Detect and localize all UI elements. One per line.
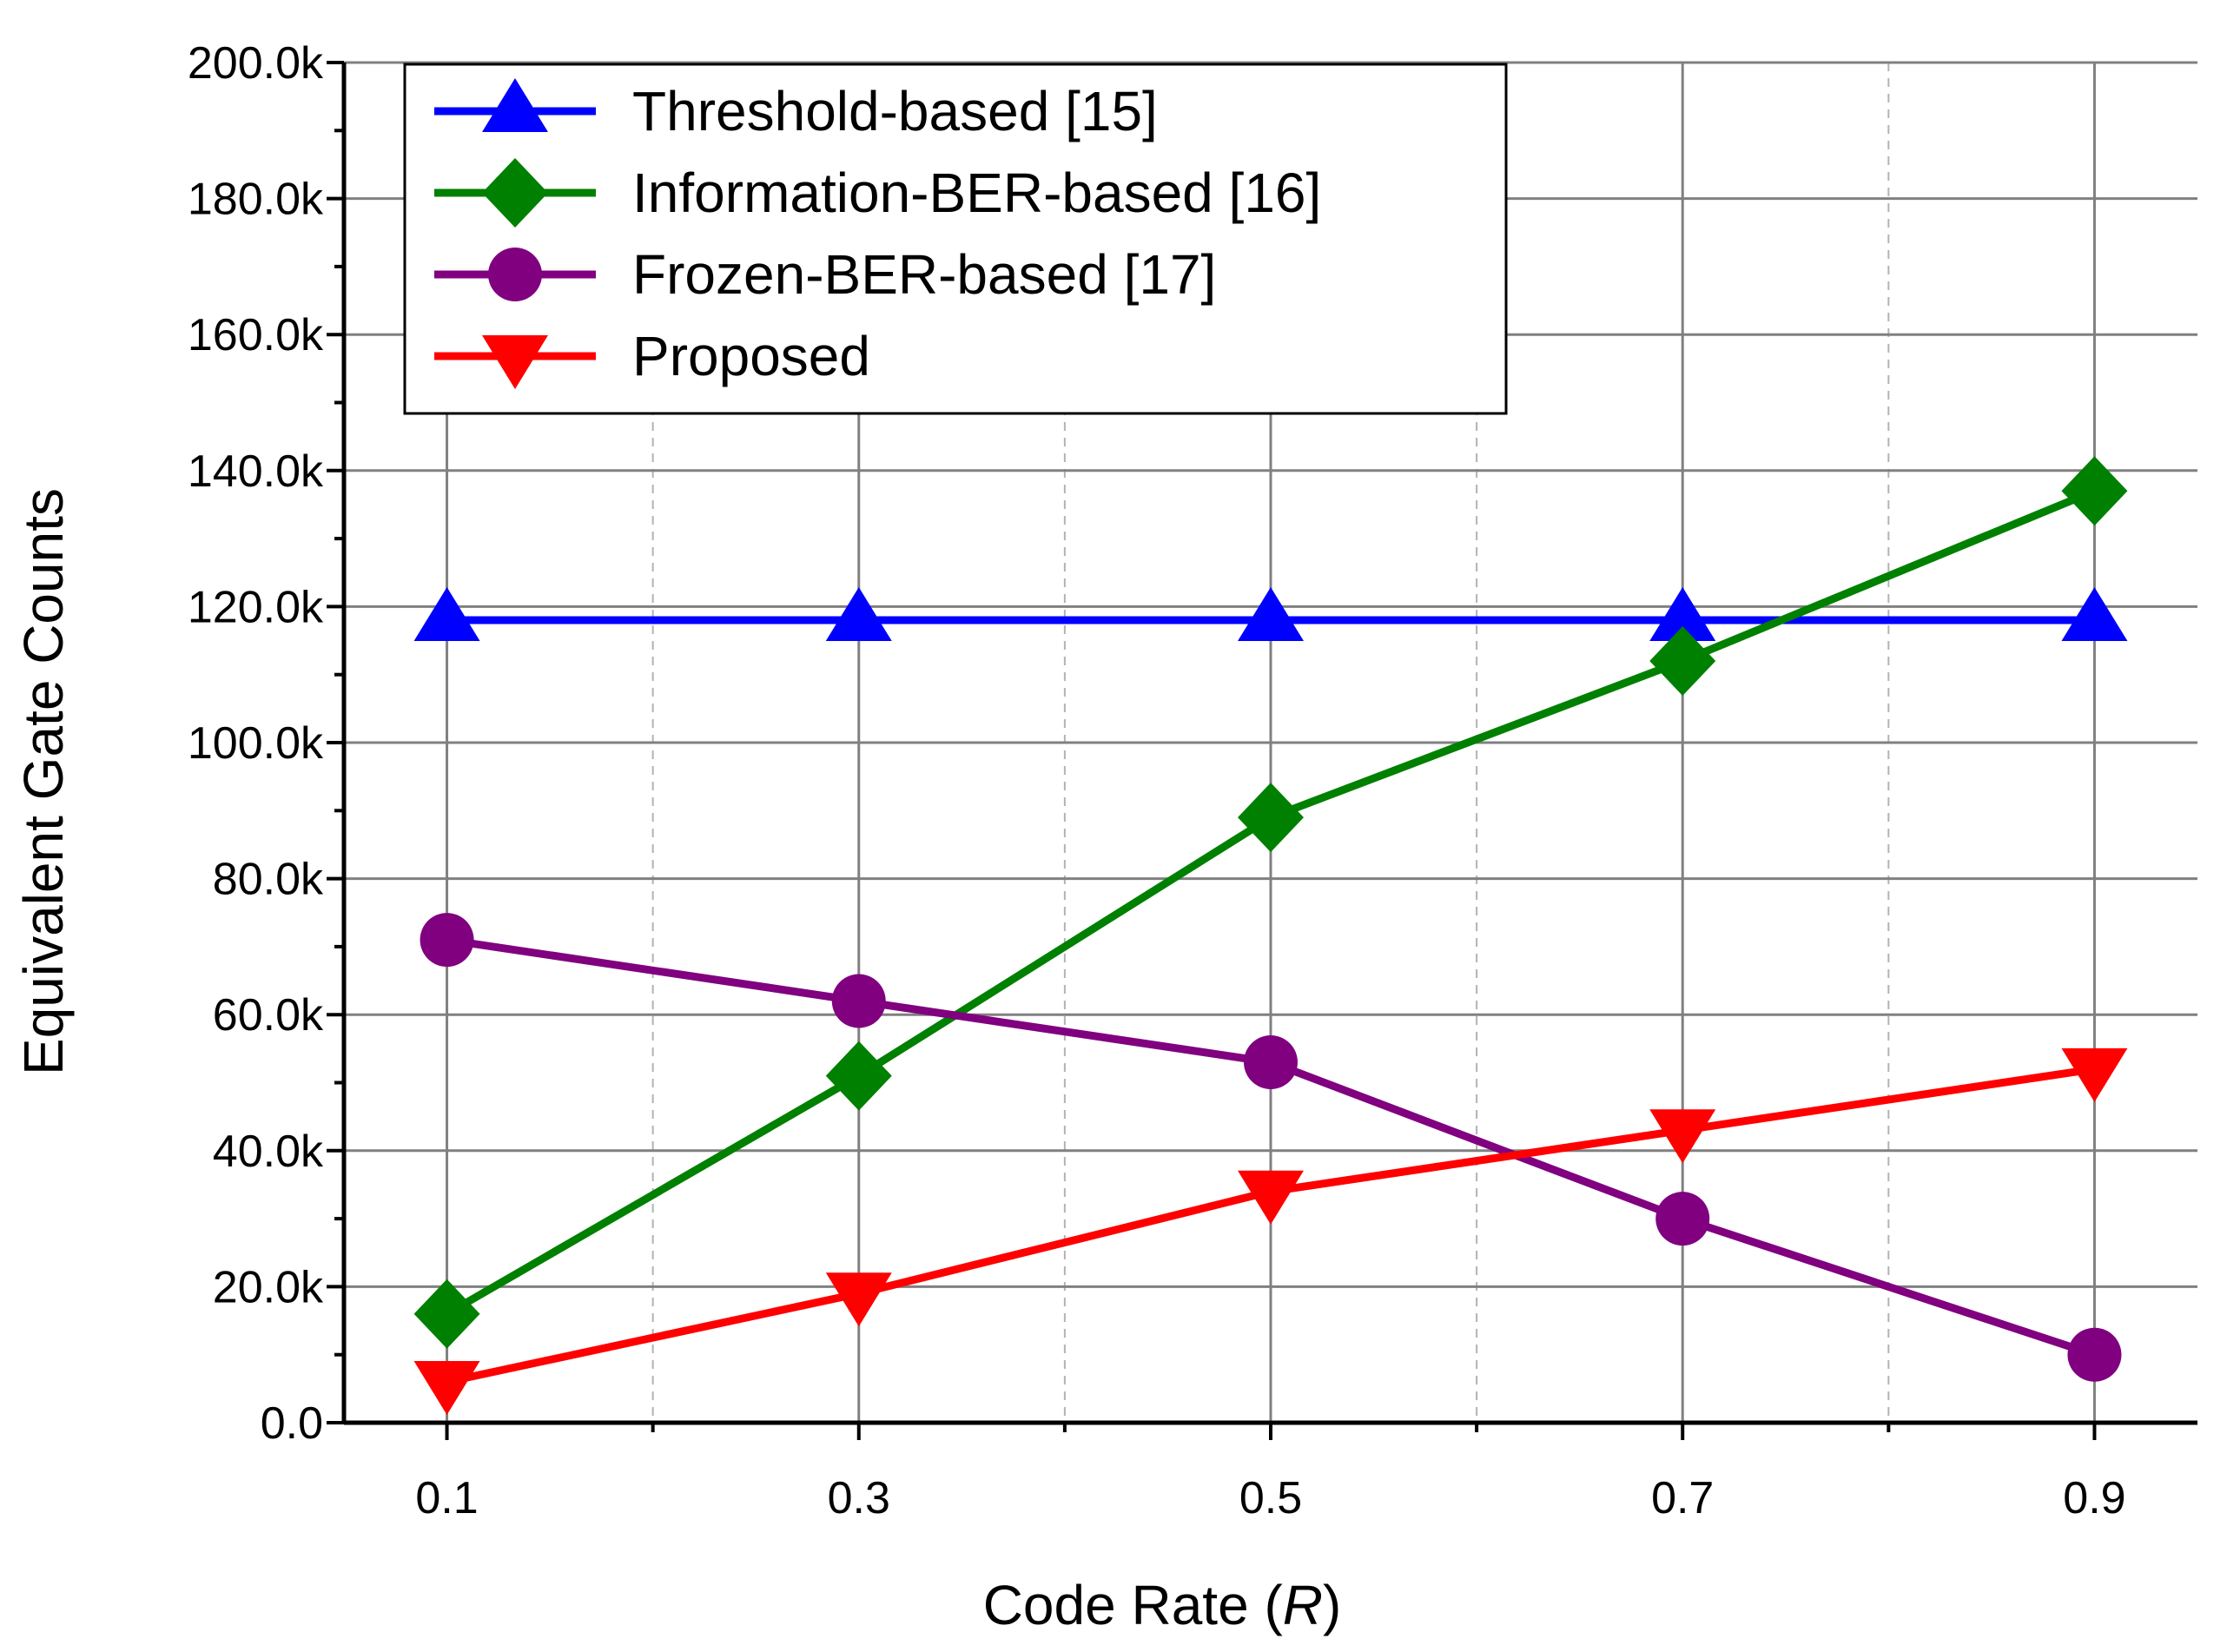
legend: Threshold-based [15] Information-BER-base… [403, 63, 1508, 415]
data-point [2061, 1047, 2128, 1102]
data-point [1649, 587, 1716, 642]
data-point [825, 1041, 892, 1111]
x-axis-title-variable: R [1283, 1574, 1323, 1636]
data-point [1244, 1035, 1298, 1090]
data-point [1238, 1170, 1304, 1225]
x-tick-label: 0.5 [1239, 1473, 1302, 1523]
series-3 [413, 1047, 2128, 1416]
plot-area [413, 456, 2128, 1416]
x-tick-label: 0.7 [1651, 1473, 1714, 1523]
data-point [2061, 456, 2128, 526]
y-tick-label: 20.0k [213, 1262, 324, 1312]
data-point [1238, 783, 1304, 853]
data-point [413, 587, 480, 642]
y-tick-label: 160.0k [188, 310, 324, 360]
y-tick-label: 80.0k [213, 855, 324, 905]
legend-label: Frozen-BER-based [17] [632, 243, 1216, 306]
x-tick-label: 0.9 [2063, 1473, 2125, 1523]
x-axis-title-main: Code Rate ( [983, 1574, 1283, 1636]
series-2 [420, 913, 2122, 1382]
series-1 [413, 456, 2128, 1349]
legend-marker [488, 248, 542, 301]
data-point [825, 587, 892, 642]
axes: 0.0 20.0k 40.0k 60.0k 80.0k 100.0k 120.0k 140.0… [188, 38, 2197, 1523]
data-point [825, 1272, 892, 1327]
y-tick-label: 140.0k [188, 446, 324, 497]
y-tick-label: 40.0k [213, 1127, 324, 1177]
data-point [831, 974, 886, 1028]
data-point [1649, 626, 1716, 697]
y-tick-label: 120.0k [188, 582, 324, 632]
y-tick-label: 0.0 [261, 1398, 323, 1449]
y-tick-label: 180.0k [188, 175, 324, 225]
x-tick-label: 0.3 [828, 1473, 890, 1523]
x-axis-title-close: ) [1323, 1574, 1341, 1636]
y-tick-label: 200.0k [188, 38, 324, 89]
data-point [2067, 1327, 2122, 1382]
series-0 [413, 587, 2128, 642]
data-point [1649, 1109, 1716, 1164]
y-tick-label: 60.0k [213, 990, 324, 1041]
legend-marker [482, 335, 548, 389]
data-point [1655, 1192, 1710, 1246]
legend-label: Information-BER-based [16] [632, 162, 1321, 224]
legend-marker [482, 78, 548, 132]
y-tick-label: 100.0k [188, 718, 324, 769]
x-tick-label: 0.1 [415, 1473, 478, 1523]
legend-label: Threshold-based [15] [632, 80, 1158, 142]
data-point [413, 1279, 480, 1349]
data-point [1238, 587, 1304, 642]
x-axis-title: Code Rate (R) [983, 1574, 1342, 1636]
legend-marker [482, 158, 548, 228]
data-point [420, 913, 474, 968]
legend-label: Proposed [632, 325, 870, 387]
data-point [413, 1361, 480, 1416]
data-point [2061, 587, 2128, 642]
y-axis-title: Equivalent Gate Counts [12, 488, 75, 1075]
